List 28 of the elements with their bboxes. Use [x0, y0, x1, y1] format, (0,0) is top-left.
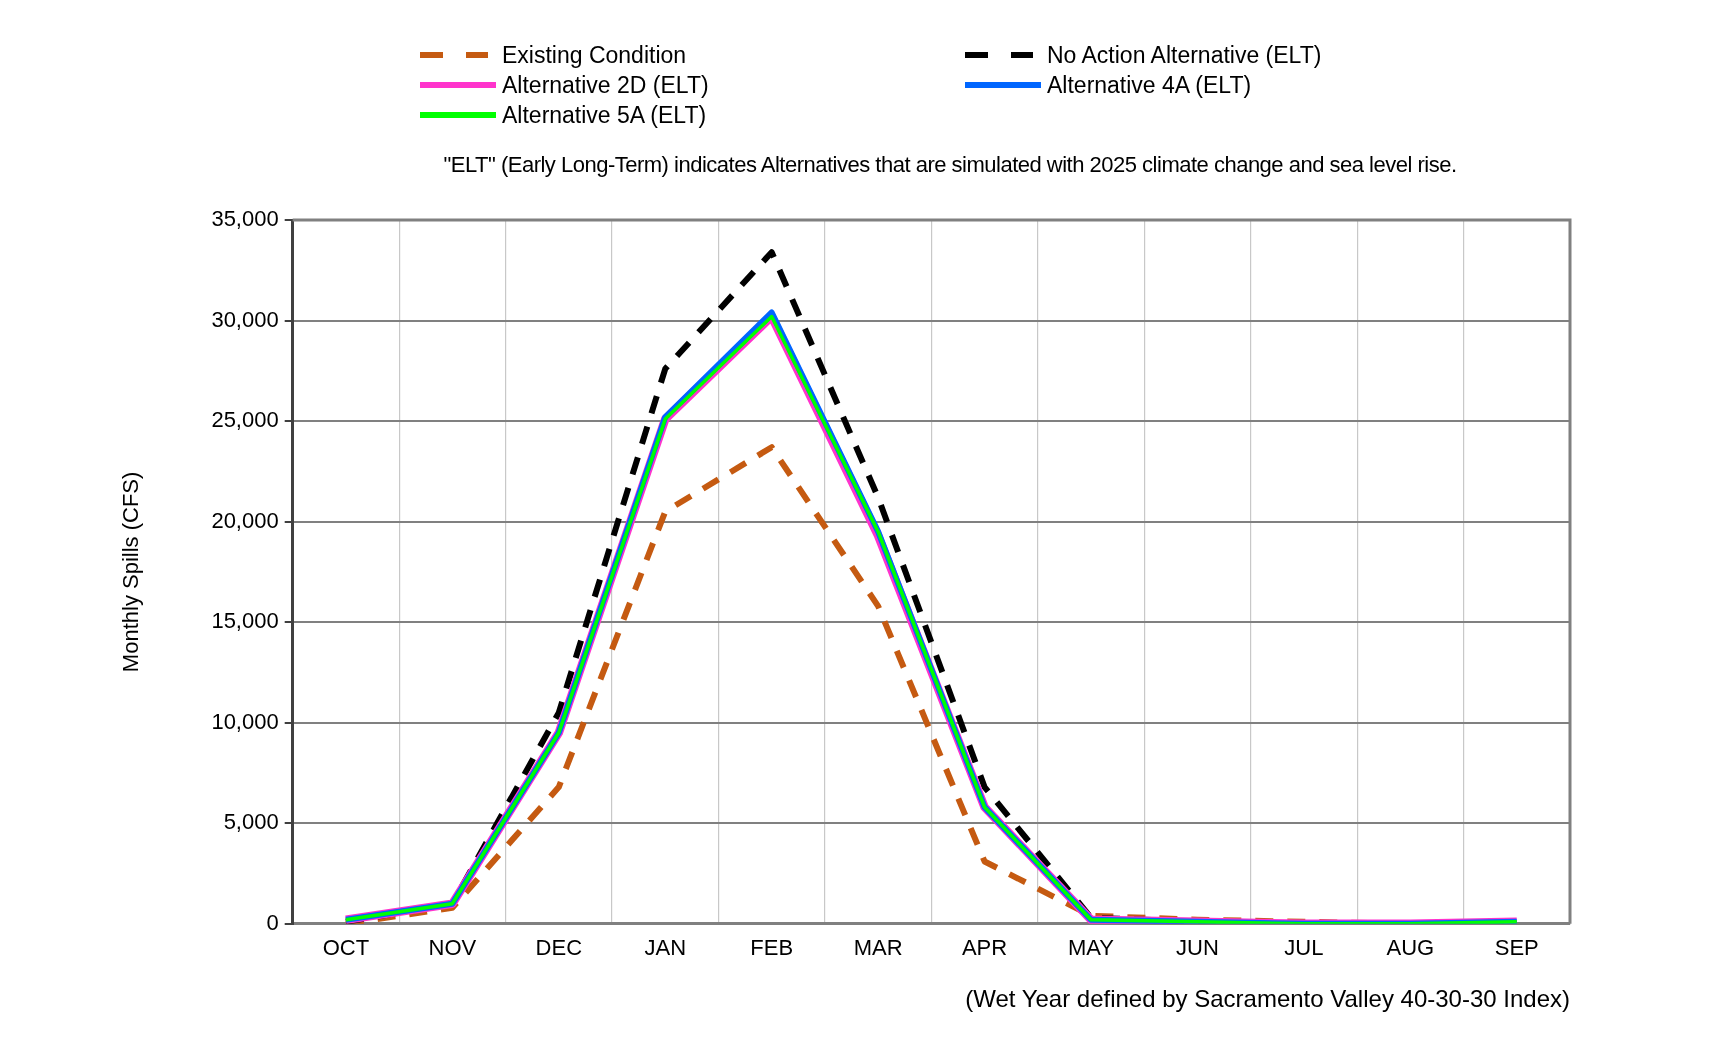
y-tick-label: 10,000 — [211, 708, 279, 734]
y-tick-label: 25,000 — [211, 407, 279, 433]
y-axis-title: Monthly Spills (CFS) — [118, 471, 144, 673]
legend-label: No Action Alternative (ELT) — [1047, 41, 1322, 69]
x-tick-label: MAY — [1067, 935, 1115, 961]
x-tick-label: SEP — [1494, 935, 1539, 961]
x-tick-label: APR — [961, 935, 1008, 961]
text: "ELT" (Early Long-Term) indicates Alternatives that are simulated with 2025 climate change and sea level rise. — [442, 152, 1458, 178]
x-tick-label: MAR — [853, 935, 903, 961]
x-tick-label: JUN — [1176, 935, 1219, 961]
legend-label: Alternative 2D (ELT) — [502, 71, 709, 99]
y-tick-label: 0 — [266, 909, 279, 935]
x-tick-label: DEC — [535, 935, 583, 961]
y-tick-label: 30,000 — [211, 306, 279, 332]
x-axis-title: (Wet Year defined by Sacramento Valley 40-30-30 Index) — [965, 985, 1570, 1013]
x-tick-label: OCT — [322, 935, 370, 961]
y-tick-label: 15,000 — [211, 608, 279, 634]
x-tick-label: JUL — [1284, 935, 1324, 961]
y-tick-label: 35,000 — [211, 206, 279, 232]
x-tick-label: NOV — [428, 935, 477, 961]
legend-label: Alternative 4A (ELT) — [1047, 71, 1252, 99]
legend-label: Existing Condition — [502, 41, 687, 69]
y-tick-label: 20,000 — [211, 507, 279, 533]
x-tick-label: FEB — [750, 935, 794, 961]
x-tick-label: AUG — [1386, 935, 1435, 961]
legend-label: Alternative 5A (ELT) — [502, 101, 707, 129]
y-tick-label: 5,000 — [223, 809, 279, 835]
x-tick-label: JAN — [644, 935, 687, 961]
